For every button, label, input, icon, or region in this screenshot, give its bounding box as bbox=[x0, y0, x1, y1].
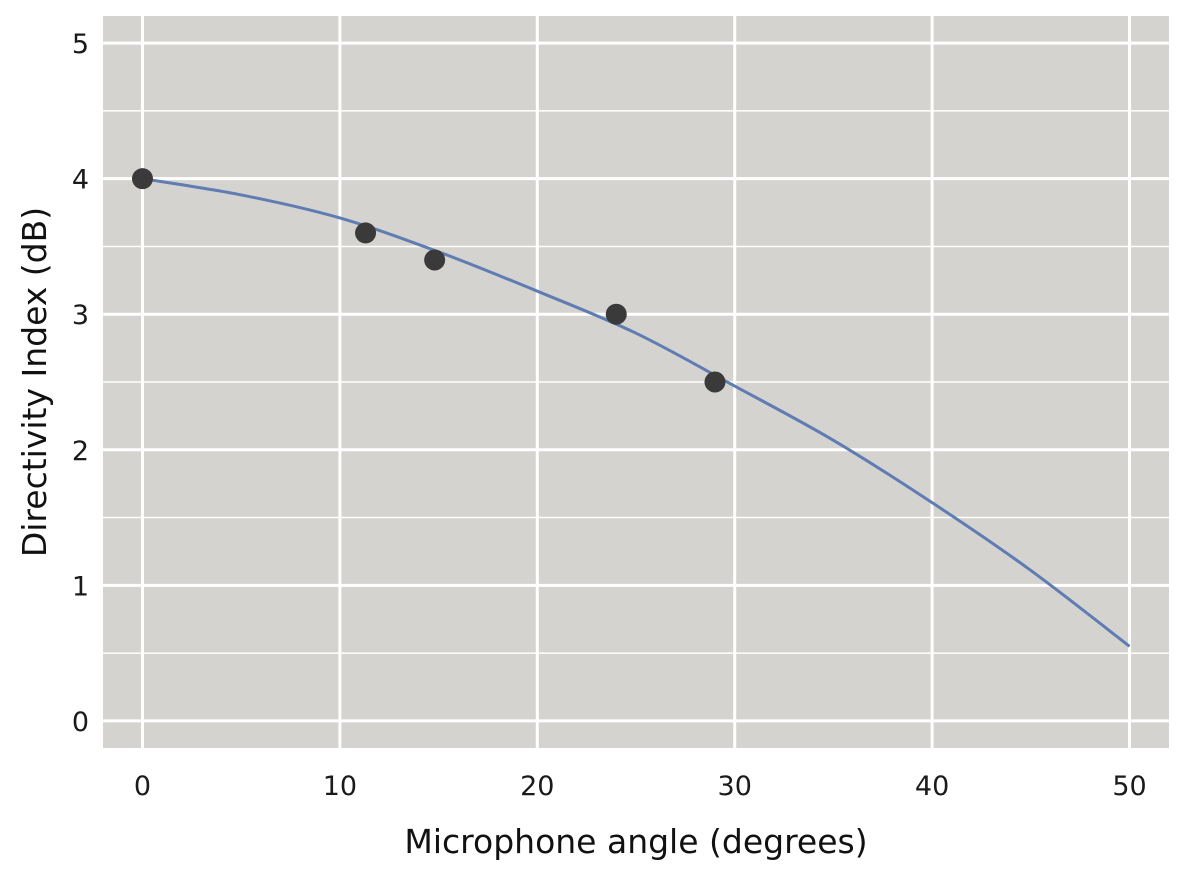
y-tick-label: 5 bbox=[72, 29, 89, 60]
x-tick-label: 50 bbox=[1112, 771, 1146, 802]
y-tick-labels: 0 1 2 3 4 5 bbox=[72, 29, 89, 738]
data-point bbox=[605, 303, 627, 325]
major-gridlines bbox=[103, 16, 1169, 748]
x-axis-title: Microphone angle (degrees) bbox=[404, 822, 867, 861]
y-tick-label: 3 bbox=[72, 300, 89, 331]
fit-line bbox=[142, 177, 1131, 648]
x-tick-label: 30 bbox=[718, 771, 752, 802]
y-axis-title: Directivity Index (dB) bbox=[15, 207, 54, 557]
data-point bbox=[355, 222, 377, 244]
x-tick-label: 10 bbox=[323, 771, 357, 802]
data-points bbox=[131, 168, 726, 393]
y-tick-label: 4 bbox=[72, 165, 89, 196]
x-tick-label: 0 bbox=[134, 771, 151, 802]
x-tick-label: 20 bbox=[520, 771, 554, 802]
y-tick-label: 0 bbox=[72, 707, 89, 738]
x-tick-labels: 0 10 20 30 40 50 bbox=[134, 771, 1147, 802]
data-point bbox=[704, 371, 726, 393]
y-tick-label: 1 bbox=[72, 571, 89, 602]
minor-gridlines bbox=[103, 110, 1169, 654]
data-point bbox=[424, 249, 446, 271]
data-point bbox=[131, 168, 153, 190]
y-tick-label: 2 bbox=[72, 436, 89, 467]
x-tick-label: 40 bbox=[915, 771, 949, 802]
